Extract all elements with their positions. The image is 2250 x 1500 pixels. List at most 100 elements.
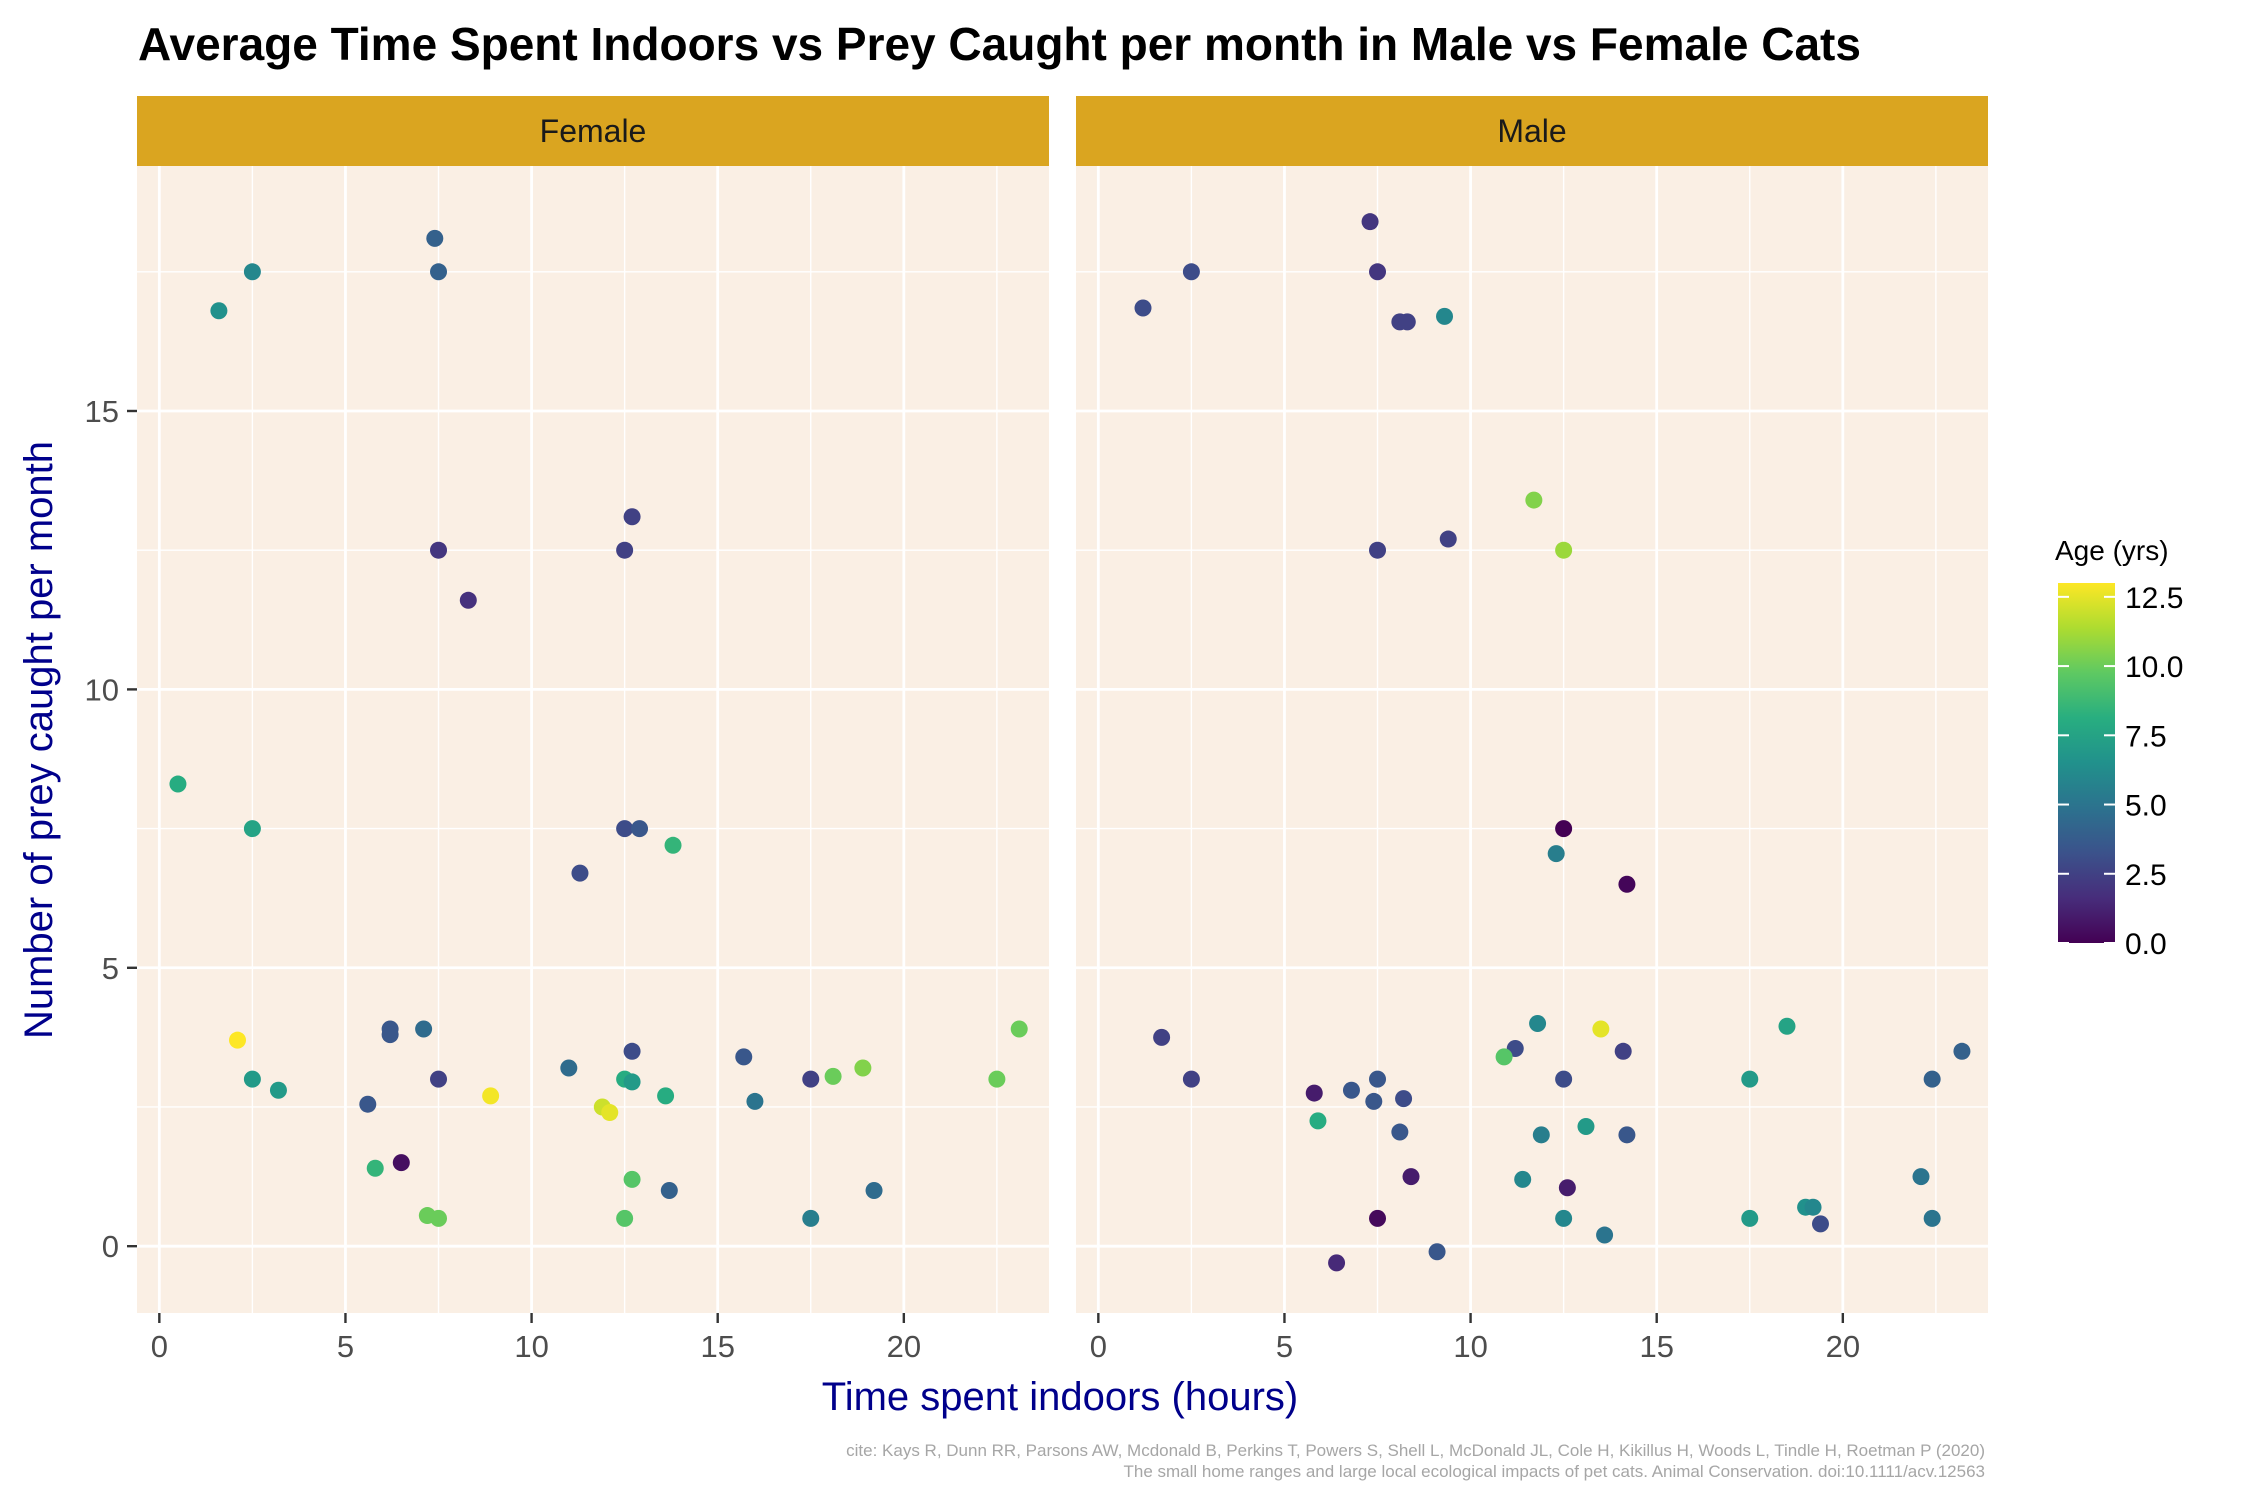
data-point (1555, 820, 1573, 838)
legend-tick-label: 5.0 (2125, 790, 2167, 823)
data-point (623, 1073, 641, 1091)
data-point (430, 1209, 448, 1227)
legend-tick-label: 0.0 (2125, 928, 2167, 961)
data-point (1778, 1017, 1796, 1035)
data-point (802, 1070, 820, 1088)
data-point (359, 1095, 377, 1113)
facet-label-male: Male (1497, 113, 1566, 149)
legend-tick-label: 7.5 (2125, 720, 2167, 753)
legend-ticks: 0.0 2.5 5.0 7.5 10.0 12.5 (2058, 582, 2183, 961)
citation-line-1: cite: Kays R, Dunn RR, Parsons AW, Mcdon… (846, 1441, 1985, 1460)
data-point (601, 1104, 619, 1122)
data-point (623, 1170, 641, 1188)
data-point (415, 1020, 433, 1038)
data-point (1618, 875, 1636, 893)
data-point (243, 820, 261, 838)
data-point (1182, 1070, 1200, 1088)
x-tick-label: 20 (887, 1329, 921, 1364)
x-tick-label: 10 (1453, 1329, 1487, 1364)
chart-title: Average Time Spent Indoors vs Prey Caugh… (138, 18, 1861, 70)
facet-label-female: Female (540, 113, 647, 149)
x-tick-label: 0 (151, 1329, 168, 1364)
data-point (988, 1070, 1006, 1088)
data-point (1804, 1198, 1822, 1216)
x-tick-label: 15 (700, 1329, 734, 1364)
data-point (229, 1031, 247, 1049)
data-point (430, 263, 448, 281)
y-axis: 0 5 10 15 (85, 394, 137, 1264)
panel-background-female (137, 166, 1049, 1313)
data-point (1529, 1014, 1547, 1032)
data-point (571, 864, 589, 882)
data-point (1428, 1243, 1446, 1261)
facet-male: Male 0 5 10 15 20 (1076, 96, 1988, 1364)
data-point (1010, 1020, 1028, 1038)
x-tick-label: 15 (1639, 1329, 1673, 1364)
data-point (802, 1209, 820, 1227)
data-point (426, 229, 444, 247)
data-point (243, 1070, 261, 1088)
data-point (660, 1182, 678, 1200)
data-point (1361, 213, 1379, 231)
data-point (459, 591, 477, 609)
facet-strip-male (1076, 96, 1988, 166)
data-point (1547, 845, 1565, 863)
x-axis-title: Time spent indoors (hours) (822, 1375, 1298, 1419)
data-point (1369, 541, 1387, 559)
data-point (1369, 263, 1387, 281)
facet-female: Female 0 5 10 15 20 (137, 96, 1049, 1364)
data-point (1134, 299, 1152, 317)
data-point (1912, 1168, 1930, 1186)
data-point (210, 302, 228, 320)
legend-colorbar (2058, 583, 2115, 943)
color-legend: Age (yrs) 0.0 2.5 5.0 7.5 10.0 12.5 (2055, 535, 2183, 961)
data-point (169, 775, 187, 793)
data-point (1328, 1254, 1346, 1272)
data-point (560, 1059, 578, 1077)
data-point (1342, 1081, 1360, 1099)
y-tick-label: 5 (102, 951, 119, 986)
data-point (430, 1070, 448, 1088)
data-point (623, 508, 641, 526)
data-point (824, 1067, 842, 1085)
data-point (623, 1042, 641, 1060)
data-point (616, 541, 634, 559)
gridlines-female (137, 166, 1049, 1313)
legend-title: Age (yrs) (2055, 535, 2169, 566)
data-point (1495, 1048, 1513, 1066)
data-point (1577, 1117, 1595, 1135)
data-point (1558, 1179, 1576, 1197)
legend-tick-label: 2.5 (2125, 859, 2167, 892)
data-point (1741, 1209, 1759, 1227)
data-point (1596, 1226, 1614, 1244)
data-point (1525, 491, 1543, 509)
data-point (616, 820, 634, 838)
data-point (381, 1026, 399, 1044)
x-tick-label: 10 (514, 1329, 548, 1364)
data-point (1953, 1042, 1971, 1060)
data-point (735, 1048, 753, 1066)
data-point (243, 263, 261, 281)
data-point (746, 1092, 764, 1110)
data-point (1309, 1112, 1327, 1130)
data-point (616, 1209, 634, 1227)
data-point (1741, 1070, 1759, 1088)
x-tick-label: 20 (1826, 1329, 1860, 1364)
data-point (1618, 1126, 1636, 1144)
data-point (366, 1159, 384, 1177)
data-point (269, 1081, 287, 1099)
data-point (1365, 1092, 1383, 1110)
x-tick-label: 0 (1090, 1329, 1107, 1364)
data-point (1592, 1020, 1610, 1038)
data-point (1555, 541, 1573, 559)
data-point (392, 1154, 410, 1172)
gridlines-male (1076, 166, 1988, 1313)
data-point (1514, 1170, 1532, 1188)
data-point (1153, 1028, 1171, 1046)
data-point (1614, 1042, 1632, 1060)
data-point (430, 541, 448, 559)
legend-tick-label: 12.5 (2125, 582, 2183, 615)
y-tick-label: 15 (85, 394, 119, 429)
data-point (1398, 313, 1416, 331)
